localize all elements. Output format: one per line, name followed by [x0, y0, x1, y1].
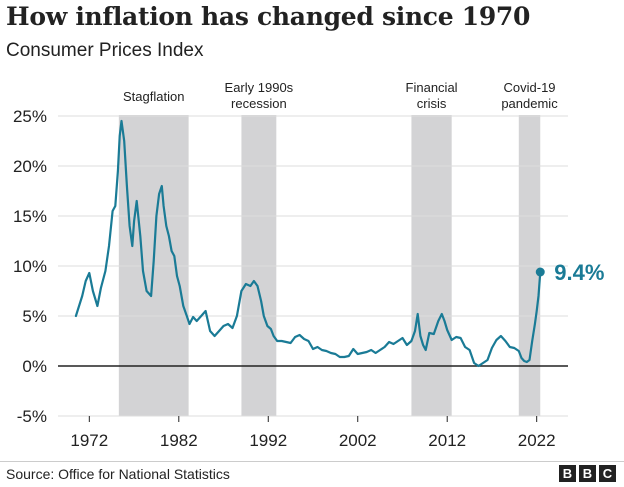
period-label: pandemic	[501, 96, 558, 111]
period-label: Stagflation	[123, 89, 184, 104]
inflation-line	[74, 119, 542, 368]
x-tick-label: 2012	[428, 431, 466, 450]
chart-subtitle: Consumer Prices Index	[6, 40, 204, 61]
bbc-logo: B B C	[559, 465, 616, 482]
y-tick-label: -5%	[17, 407, 47, 426]
chart-title: How inflation has changed since 1970	[6, 2, 531, 31]
x-tick-label: 2022	[518, 431, 556, 450]
y-tick-label: 20%	[13, 157, 47, 176]
x-tick-label: 2002	[339, 431, 377, 450]
gridlines: -5% 0% 5% 10% 15% 20% 25%	[13, 107, 568, 426]
y-tick-label: 25%	[13, 107, 47, 126]
x-tick-label: 1992	[249, 431, 287, 450]
end-point-marker	[535, 267, 545, 277]
period-label: crisis	[417, 96, 447, 111]
y-tick-label: 0%	[22, 357, 47, 376]
source-note: Source: Office for National Statistics	[6, 466, 230, 482]
period-label: Financial	[406, 80, 458, 95]
period-label: Early 1990s	[225, 80, 294, 95]
x-tick-label: 1972	[70, 431, 108, 450]
x-tick-label: 1982	[160, 431, 198, 450]
logo-letter: B	[559, 465, 576, 482]
y-tick-label: 5%	[22, 307, 47, 326]
x-axis: 1972 1982 1992 2002 2012 2022	[70, 416, 556, 450]
logo-letter: B	[579, 465, 596, 482]
y-tick-label: 15%	[13, 207, 47, 226]
logo-letter: C	[599, 465, 616, 482]
series-layer: 9.4%	[74, 119, 604, 368]
end-value-label: 9.4%	[554, 260, 604, 285]
y-tick-label: 10%	[13, 257, 47, 276]
footer-divider	[0, 461, 624, 462]
period-label: Covid-19	[504, 80, 556, 95]
period-label: recession	[231, 96, 287, 111]
